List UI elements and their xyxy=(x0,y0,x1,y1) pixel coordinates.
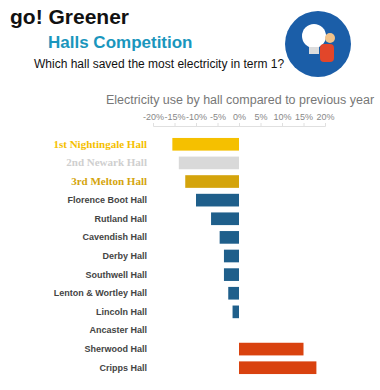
y-tick: Ancaster Hall xyxy=(89,325,147,335)
y-tick: Rutland Hall xyxy=(94,214,147,224)
x-tick-mark xyxy=(261,123,262,126)
x-axis: -20%-15%-10%-5% 0% 5% 10% 15%20% xyxy=(143,112,335,127)
logo-figure xyxy=(320,44,334,62)
y-tick: Cripps Hall xyxy=(99,363,147,373)
bars xyxy=(172,138,316,374)
x-tick-label: -10% xyxy=(186,112,207,122)
category-label: Cavendish Hall xyxy=(82,232,147,242)
x-tick-label: 15% xyxy=(295,112,313,122)
x-tick: 20% xyxy=(316,112,334,126)
bar xyxy=(239,361,316,374)
x-tick-label: 5% xyxy=(254,112,267,122)
logo-head xyxy=(325,33,335,43)
x-tick-label: -20% xyxy=(143,112,164,122)
category-label: Southwell Hall xyxy=(85,269,147,279)
x-tick-mark xyxy=(325,123,326,126)
logo xyxy=(285,11,351,77)
y-axis: 1st Nightingale Hall 2nd Newark Hall 3rd M… xyxy=(53,138,147,373)
x-tick-label: -15% xyxy=(164,112,185,122)
category-label: Lenton & Wortley Hall xyxy=(54,288,147,298)
category-label: Sherwood Hall xyxy=(84,344,147,354)
category-label: 1st Nightingale Hall xyxy=(53,138,147,150)
x-tick: 15% xyxy=(295,112,313,126)
category-label: Derby Hall xyxy=(102,251,147,261)
x-tick-label: 10% xyxy=(273,112,291,122)
y-tick: 1st Nightingale Hall xyxy=(53,138,147,150)
title: go! Greener xyxy=(10,5,129,28)
bar xyxy=(224,250,239,263)
category-label: Ancaster Hall xyxy=(89,325,147,335)
x-tick-mark xyxy=(153,123,154,126)
bar xyxy=(239,343,304,356)
x-tick: -10% xyxy=(186,112,207,126)
category-label: Cripps Hall xyxy=(99,363,147,373)
x-tick: -5% xyxy=(210,112,226,126)
logo-base xyxy=(309,47,319,54)
bar xyxy=(211,212,239,225)
bar xyxy=(224,268,239,281)
category-label: Florence Boot Hall xyxy=(67,195,147,205)
y-tick: Lincoln Hall xyxy=(96,307,147,317)
category-label: 3rd Melton Hall xyxy=(71,175,147,187)
bar xyxy=(233,306,239,319)
bar xyxy=(179,157,239,170)
y-tick: 3rd Melton Hall xyxy=(71,175,147,187)
x-tick-mark xyxy=(304,123,305,126)
y-tick: Cavendish Hall xyxy=(82,232,147,242)
category-label: 2nd Newark Hall xyxy=(66,156,147,168)
x-tick-mark xyxy=(282,123,283,126)
x-tick: -15% xyxy=(164,112,185,126)
x-tick-mark xyxy=(175,123,176,126)
bar xyxy=(228,287,239,300)
x-tick: 5% xyxy=(254,112,267,126)
x-tick: 10% xyxy=(273,112,291,126)
y-tick: Lenton & Wortley Hall xyxy=(54,288,147,298)
y-tick: Southwell Hall xyxy=(85,269,147,279)
category-label: Lincoln Hall xyxy=(96,307,147,317)
bar xyxy=(172,138,239,151)
x-tick: -20% xyxy=(143,112,164,126)
x-tick-mark xyxy=(196,123,197,126)
logo-circle xyxy=(285,11,351,77)
category-label: Rutland Hall xyxy=(94,214,147,224)
bar xyxy=(220,231,239,244)
x-tick-mark xyxy=(239,123,240,126)
bar xyxy=(185,175,239,188)
x-tick-label: 0% xyxy=(233,112,246,122)
x-tick-label: 20% xyxy=(316,112,334,122)
axis-title: Electricity use by hall compared to prev… xyxy=(106,93,374,107)
x-tick: 0% xyxy=(233,112,246,126)
subtitle: Halls Competition xyxy=(48,33,193,52)
y-tick: Florence Boot Hall xyxy=(67,195,147,205)
x-axis-line xyxy=(154,123,326,127)
y-tick: 2nd Newark Hall xyxy=(66,156,147,168)
chart: go! Greener Halls Competition Which hall s… xyxy=(0,0,380,390)
x-tick-mark xyxy=(218,123,219,126)
bar xyxy=(239,324,240,337)
annotation: Which hall saved the most electricity in… xyxy=(34,57,284,71)
y-tick: Sherwood Hall xyxy=(84,344,147,354)
bar xyxy=(196,194,239,207)
y-tick: Derby Hall xyxy=(102,251,147,261)
x-tick-label: -5% xyxy=(210,112,226,122)
